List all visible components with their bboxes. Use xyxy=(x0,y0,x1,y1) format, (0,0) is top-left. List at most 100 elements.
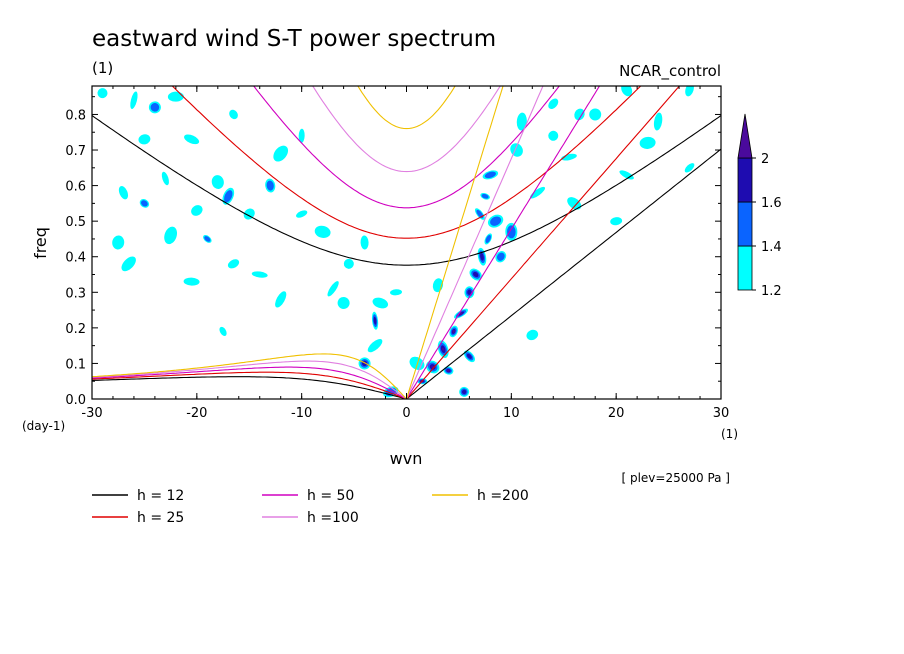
colorbar-segment xyxy=(737,157,753,203)
y-tick-label: 0.7 xyxy=(65,144,86,159)
plot-background xyxy=(92,86,721,399)
x-tick-label: -30 xyxy=(81,406,102,421)
contour-blob xyxy=(619,170,634,180)
legend-label: h = 12 xyxy=(137,488,184,504)
contour-blob xyxy=(684,163,695,173)
x-tick-label: -10 xyxy=(291,406,312,421)
contour-blob xyxy=(373,316,377,325)
contour-blob xyxy=(138,134,151,145)
colorbar-label: 1.6 xyxy=(761,196,782,211)
legend-label: h =200 xyxy=(477,488,529,504)
contour-blob xyxy=(367,339,383,353)
contour-blob xyxy=(653,112,663,131)
contour-blob xyxy=(184,134,200,145)
dispersion-curves xyxy=(92,86,721,399)
contour-blob xyxy=(204,236,211,242)
contour-blob xyxy=(516,112,527,131)
dispersion-curve-ig xyxy=(312,86,501,173)
dispersion-curve-kelvin xyxy=(405,86,504,399)
colorbar-label: 2 xyxy=(761,152,769,167)
contour-blob xyxy=(485,234,491,243)
contour-blob xyxy=(266,180,274,191)
contour-blob xyxy=(161,171,169,186)
colorbar: 1.2 1.4 1.6 2 xyxy=(737,113,782,299)
contour-blob xyxy=(574,108,585,121)
dispersion-curve-kelvin xyxy=(406,148,721,399)
y-axis-unit: (day-1) xyxy=(22,419,65,433)
dispersion-curve-ig xyxy=(92,115,721,266)
contour-blob xyxy=(229,109,238,120)
dispersion-curve-ig xyxy=(171,86,642,239)
y-tick-label: 0.4 xyxy=(65,251,86,266)
dispersion-curve-ig xyxy=(357,86,456,130)
colorbar-extend-arrow xyxy=(737,113,753,159)
contour-blob xyxy=(191,205,203,216)
x-tick-label: -20 xyxy=(186,406,207,421)
contour-blob xyxy=(327,281,339,297)
contour-blob xyxy=(360,235,369,250)
contour-blob xyxy=(343,258,354,269)
contour-blob xyxy=(507,225,516,239)
x-tick-label: 0 xyxy=(402,406,410,421)
contour-blob xyxy=(452,329,455,333)
contour-blob xyxy=(390,289,403,296)
contour-blob xyxy=(183,277,200,286)
contour-blob xyxy=(466,353,472,359)
contour-blob xyxy=(219,326,227,337)
contour-blob xyxy=(526,329,539,341)
contour-blob xyxy=(273,145,289,162)
contour-blob xyxy=(164,226,178,245)
colorbar-segment xyxy=(737,245,753,291)
contour-blob xyxy=(150,103,160,112)
contour-blob xyxy=(211,175,224,189)
contour-blob xyxy=(472,271,479,278)
y-axis-label: freq xyxy=(31,227,50,259)
plev-annotation: [ plev=25000 Pa ] xyxy=(621,471,730,485)
contour-blob xyxy=(589,108,602,121)
contour-blob xyxy=(548,130,559,141)
contour-blob xyxy=(548,98,559,110)
subtitle-right: NCAR_control xyxy=(619,62,721,81)
dispersion-curve-kelvin xyxy=(406,86,601,399)
contour-blob xyxy=(298,128,305,143)
y-tick-label: 0.0 xyxy=(65,393,86,408)
contour-blob xyxy=(461,389,467,395)
spectral-contours xyxy=(97,86,695,398)
contour-blob xyxy=(610,217,623,226)
contour-blob xyxy=(112,235,125,250)
contour-blob xyxy=(141,200,148,207)
y-tick-label: 0.1 xyxy=(65,357,86,372)
y-tick-label: 0.6 xyxy=(65,180,86,195)
contour-blob xyxy=(567,197,582,210)
contour-blob xyxy=(224,190,233,203)
x-axis-label: wvn xyxy=(390,449,423,468)
contour-blob xyxy=(490,216,502,226)
contour-blob xyxy=(372,297,389,309)
y-tick-label: 0.5 xyxy=(65,215,86,230)
chart-title: eastward wind S-T power spectrum xyxy=(92,26,496,52)
dispersion-curve-er xyxy=(92,371,407,399)
contour-blob xyxy=(121,256,136,272)
dispersion-curve-ig xyxy=(253,86,560,209)
contour-blob xyxy=(337,296,350,309)
contour-blob xyxy=(446,369,450,372)
contour-blob xyxy=(530,186,546,199)
dispersion-curve-kelvin xyxy=(406,86,681,399)
dispersion-curve-kelvin xyxy=(405,86,544,399)
y-axis-ticks: 0.0 0.1 0.2 0.3 0.4 0.5 0.6 0.7 0.8 xyxy=(65,96,721,408)
contour-blob xyxy=(314,225,331,238)
contour-blob xyxy=(496,252,505,261)
contour-blob xyxy=(227,259,240,269)
legend-label: h =100 xyxy=(307,510,359,526)
dispersion-curve-er xyxy=(92,376,407,399)
colorbar-label: 1.4 xyxy=(761,240,782,255)
contour-blob xyxy=(459,312,463,315)
y-tick-label: 0.2 xyxy=(65,322,86,337)
dispersion-curve-er xyxy=(92,353,407,399)
contour-blob xyxy=(480,252,484,261)
contour-blob xyxy=(251,271,268,278)
contour-blob xyxy=(296,210,308,218)
y-tick-label: 0.8 xyxy=(65,108,86,123)
contour-blob xyxy=(484,171,496,179)
